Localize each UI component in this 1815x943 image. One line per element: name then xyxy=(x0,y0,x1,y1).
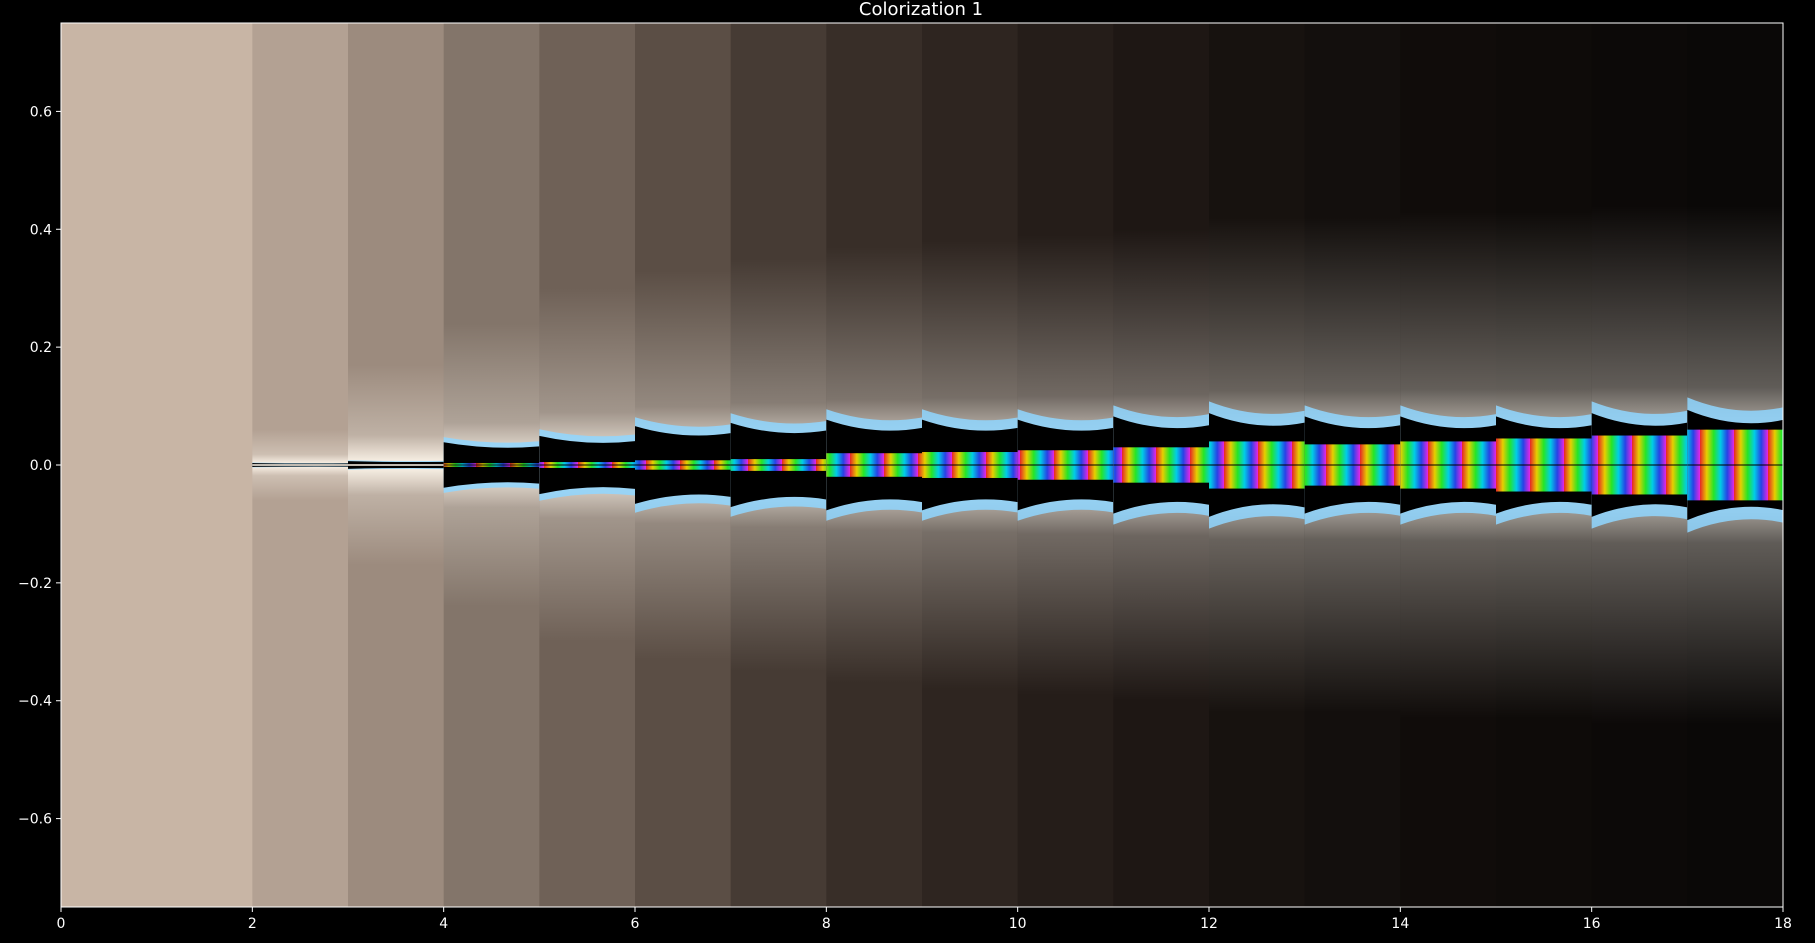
band-8 xyxy=(922,23,1019,907)
x-tick-label: 14 xyxy=(1391,916,1409,932)
chart-title: Colorization 1 xyxy=(859,0,983,20)
plot-area xyxy=(61,23,1783,907)
band-16 xyxy=(1687,23,1783,907)
y-tick-label: 0.6 xyxy=(30,104,52,120)
x-axis: 0 2 4 6 8 10 12 14 16 18 xyxy=(57,907,1792,932)
x-tick-label: 6 xyxy=(631,916,640,932)
x-tick-label: 10 xyxy=(1009,916,1027,932)
band-6 xyxy=(730,23,827,907)
band-2 xyxy=(348,23,445,907)
band-7 xyxy=(826,23,923,907)
band-11 xyxy=(1209,23,1306,907)
y-tick-label: −0.4 xyxy=(18,694,52,710)
x-tick-label: 4 xyxy=(439,916,448,932)
x-tick-label: 16 xyxy=(1583,916,1601,932)
y-tick-label: −0.6 xyxy=(18,812,52,828)
y-tick-label: 0.4 xyxy=(30,222,52,238)
band-15 xyxy=(1591,23,1688,907)
band-14 xyxy=(1496,23,1593,907)
y-axis: −0.6 −0.4 −0.2 0.0 0.2 0.4 0.6 xyxy=(18,104,61,828)
band-base xyxy=(61,23,253,907)
band-9 xyxy=(1017,23,1114,907)
y-tick-label: 0.2 xyxy=(30,340,52,356)
x-tick-label: 2 xyxy=(248,916,257,932)
band-13 xyxy=(1400,23,1497,907)
x-tick-label: 8 xyxy=(822,916,831,932)
band-10 xyxy=(1113,23,1210,907)
y-tick-label: −0.2 xyxy=(18,576,52,592)
x-tick-label: 18 xyxy=(1774,916,1792,932)
band-4 xyxy=(539,23,636,907)
y-tick-label: 0.0 xyxy=(30,458,52,474)
band-0 xyxy=(61,23,253,907)
x-tick-label: 12 xyxy=(1200,916,1218,932)
band-5 xyxy=(635,23,732,907)
band-3 xyxy=(443,23,540,907)
x-tick-label: 0 xyxy=(57,916,66,932)
band-12 xyxy=(1304,23,1401,907)
band-1 xyxy=(252,23,349,907)
